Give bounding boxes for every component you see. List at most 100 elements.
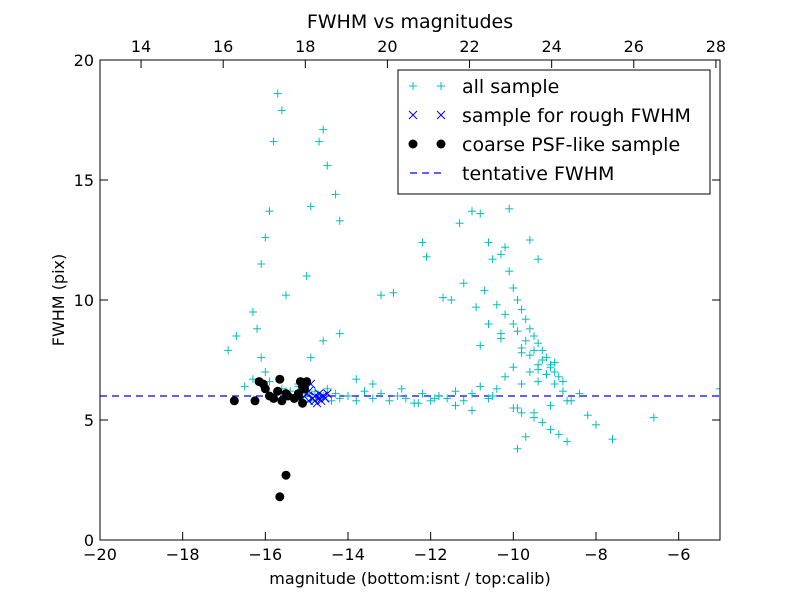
series-0-point xyxy=(513,327,522,336)
series-2-point xyxy=(269,393,279,403)
series-0-point xyxy=(459,279,468,288)
series-0-point xyxy=(352,396,361,405)
series-2-point xyxy=(298,381,308,391)
series-0-point xyxy=(248,308,257,316)
series-0-point xyxy=(525,368,534,376)
series-0-point xyxy=(530,332,538,340)
series-0-point xyxy=(306,202,315,211)
series-0-point xyxy=(430,394,439,403)
series-0-point xyxy=(447,296,456,304)
series-1-point xyxy=(318,391,328,401)
series-0-point xyxy=(476,209,485,218)
x-tick-label: −20 xyxy=(83,545,117,564)
top-x-tick-label: 22 xyxy=(459,37,479,56)
series-0-point xyxy=(335,216,344,225)
series-0-point xyxy=(546,401,555,410)
series-0-point xyxy=(335,329,344,338)
legend-marker xyxy=(408,139,418,149)
series-0-point xyxy=(323,161,332,170)
x-tick-label: −16 xyxy=(248,545,282,564)
series-0-point xyxy=(492,384,501,393)
series-0-point xyxy=(521,336,530,345)
series-0-point xyxy=(550,358,559,367)
legend-marker xyxy=(436,139,446,149)
series-0-point xyxy=(649,413,658,422)
series-0-point xyxy=(563,396,572,405)
series-0-point xyxy=(468,406,476,415)
series-0-point xyxy=(331,190,340,199)
series-0-point xyxy=(517,380,526,388)
x-tick-label: −10 xyxy=(496,545,530,564)
series-0-point xyxy=(310,387,319,396)
series-0-point xyxy=(472,303,481,312)
series-0-point xyxy=(534,255,543,264)
x-tick-label: −14 xyxy=(331,545,365,564)
series-0-point xyxy=(414,399,423,408)
x-tick-label: −6 xyxy=(667,545,691,564)
series-1-point xyxy=(314,394,324,403)
series-2-point xyxy=(273,386,283,396)
series-0-point xyxy=(558,387,567,396)
x-tick-label: −12 xyxy=(414,545,448,564)
series-0-point xyxy=(224,346,233,355)
series-0-point xyxy=(525,351,534,360)
chart-title: FWHM vs magnitudes xyxy=(307,11,513,33)
series-0-point xyxy=(265,207,274,216)
series-0-point xyxy=(368,394,377,403)
series-0-point xyxy=(451,401,460,410)
series-0-point xyxy=(484,320,493,328)
series-0-point xyxy=(401,394,410,403)
series-0-point xyxy=(501,372,510,381)
series-0-point xyxy=(534,377,543,386)
y-axis-label: FWHM (pix) xyxy=(49,254,68,347)
series-0-point xyxy=(517,408,526,417)
series-0-point xyxy=(542,370,551,379)
axes: −20 −18 −16 −14 −12 −10 −8 −6 0 5 10 15 20 14 16 18 20 22… xyxy=(74,37,726,564)
series-0-point xyxy=(538,356,547,364)
series-0-point xyxy=(240,382,249,391)
series-0-point xyxy=(393,392,402,400)
series-0-point xyxy=(505,267,514,276)
series-0-point xyxy=(468,389,476,398)
y-tick-label: 10 xyxy=(74,291,94,310)
series-0-point xyxy=(368,380,377,388)
top-x-tick-label: 18 xyxy=(295,37,315,56)
series-0-point xyxy=(592,420,600,429)
series-0-point xyxy=(319,125,328,134)
series-0-point xyxy=(521,315,530,324)
legend-entry-label: tentative FWHM xyxy=(462,163,614,185)
series-2-point xyxy=(229,396,239,406)
legend: all sample sample for rough FWHM coarse PS… xyxy=(397,69,711,195)
series-0-point xyxy=(302,272,311,280)
series-2-point xyxy=(275,374,285,384)
series-0-point xyxy=(352,375,361,384)
series-0-point xyxy=(716,384,720,393)
series-0-point xyxy=(521,432,530,441)
y-tick-label: 20 xyxy=(74,51,94,70)
series-0-point xyxy=(273,89,282,98)
series-0-point xyxy=(513,444,522,453)
legend-marker xyxy=(437,82,445,90)
series-0-point xyxy=(530,408,538,417)
series-0-point xyxy=(319,336,328,345)
series-0-point xyxy=(455,219,464,228)
series-0-point xyxy=(488,392,497,400)
legend-marker xyxy=(436,110,446,120)
series-0-point xyxy=(550,380,559,388)
series-0-point xyxy=(554,430,563,439)
series-0-point xyxy=(509,363,518,372)
series-0-point xyxy=(484,238,493,247)
legend-marker xyxy=(408,110,418,120)
legend-entry-label: coarse PSF-like sample xyxy=(462,134,680,156)
series-0-point xyxy=(344,392,352,400)
series-0-point xyxy=(513,404,522,412)
series-0-point xyxy=(439,293,448,302)
series-0-point xyxy=(550,368,559,376)
series-0-point xyxy=(575,389,584,398)
series-0-point xyxy=(389,288,398,297)
series-0-point xyxy=(563,437,572,446)
x-tick-label: −8 xyxy=(584,545,608,564)
series-0-point xyxy=(484,394,493,403)
series-0-point xyxy=(426,396,435,405)
series-0-point xyxy=(418,238,427,247)
